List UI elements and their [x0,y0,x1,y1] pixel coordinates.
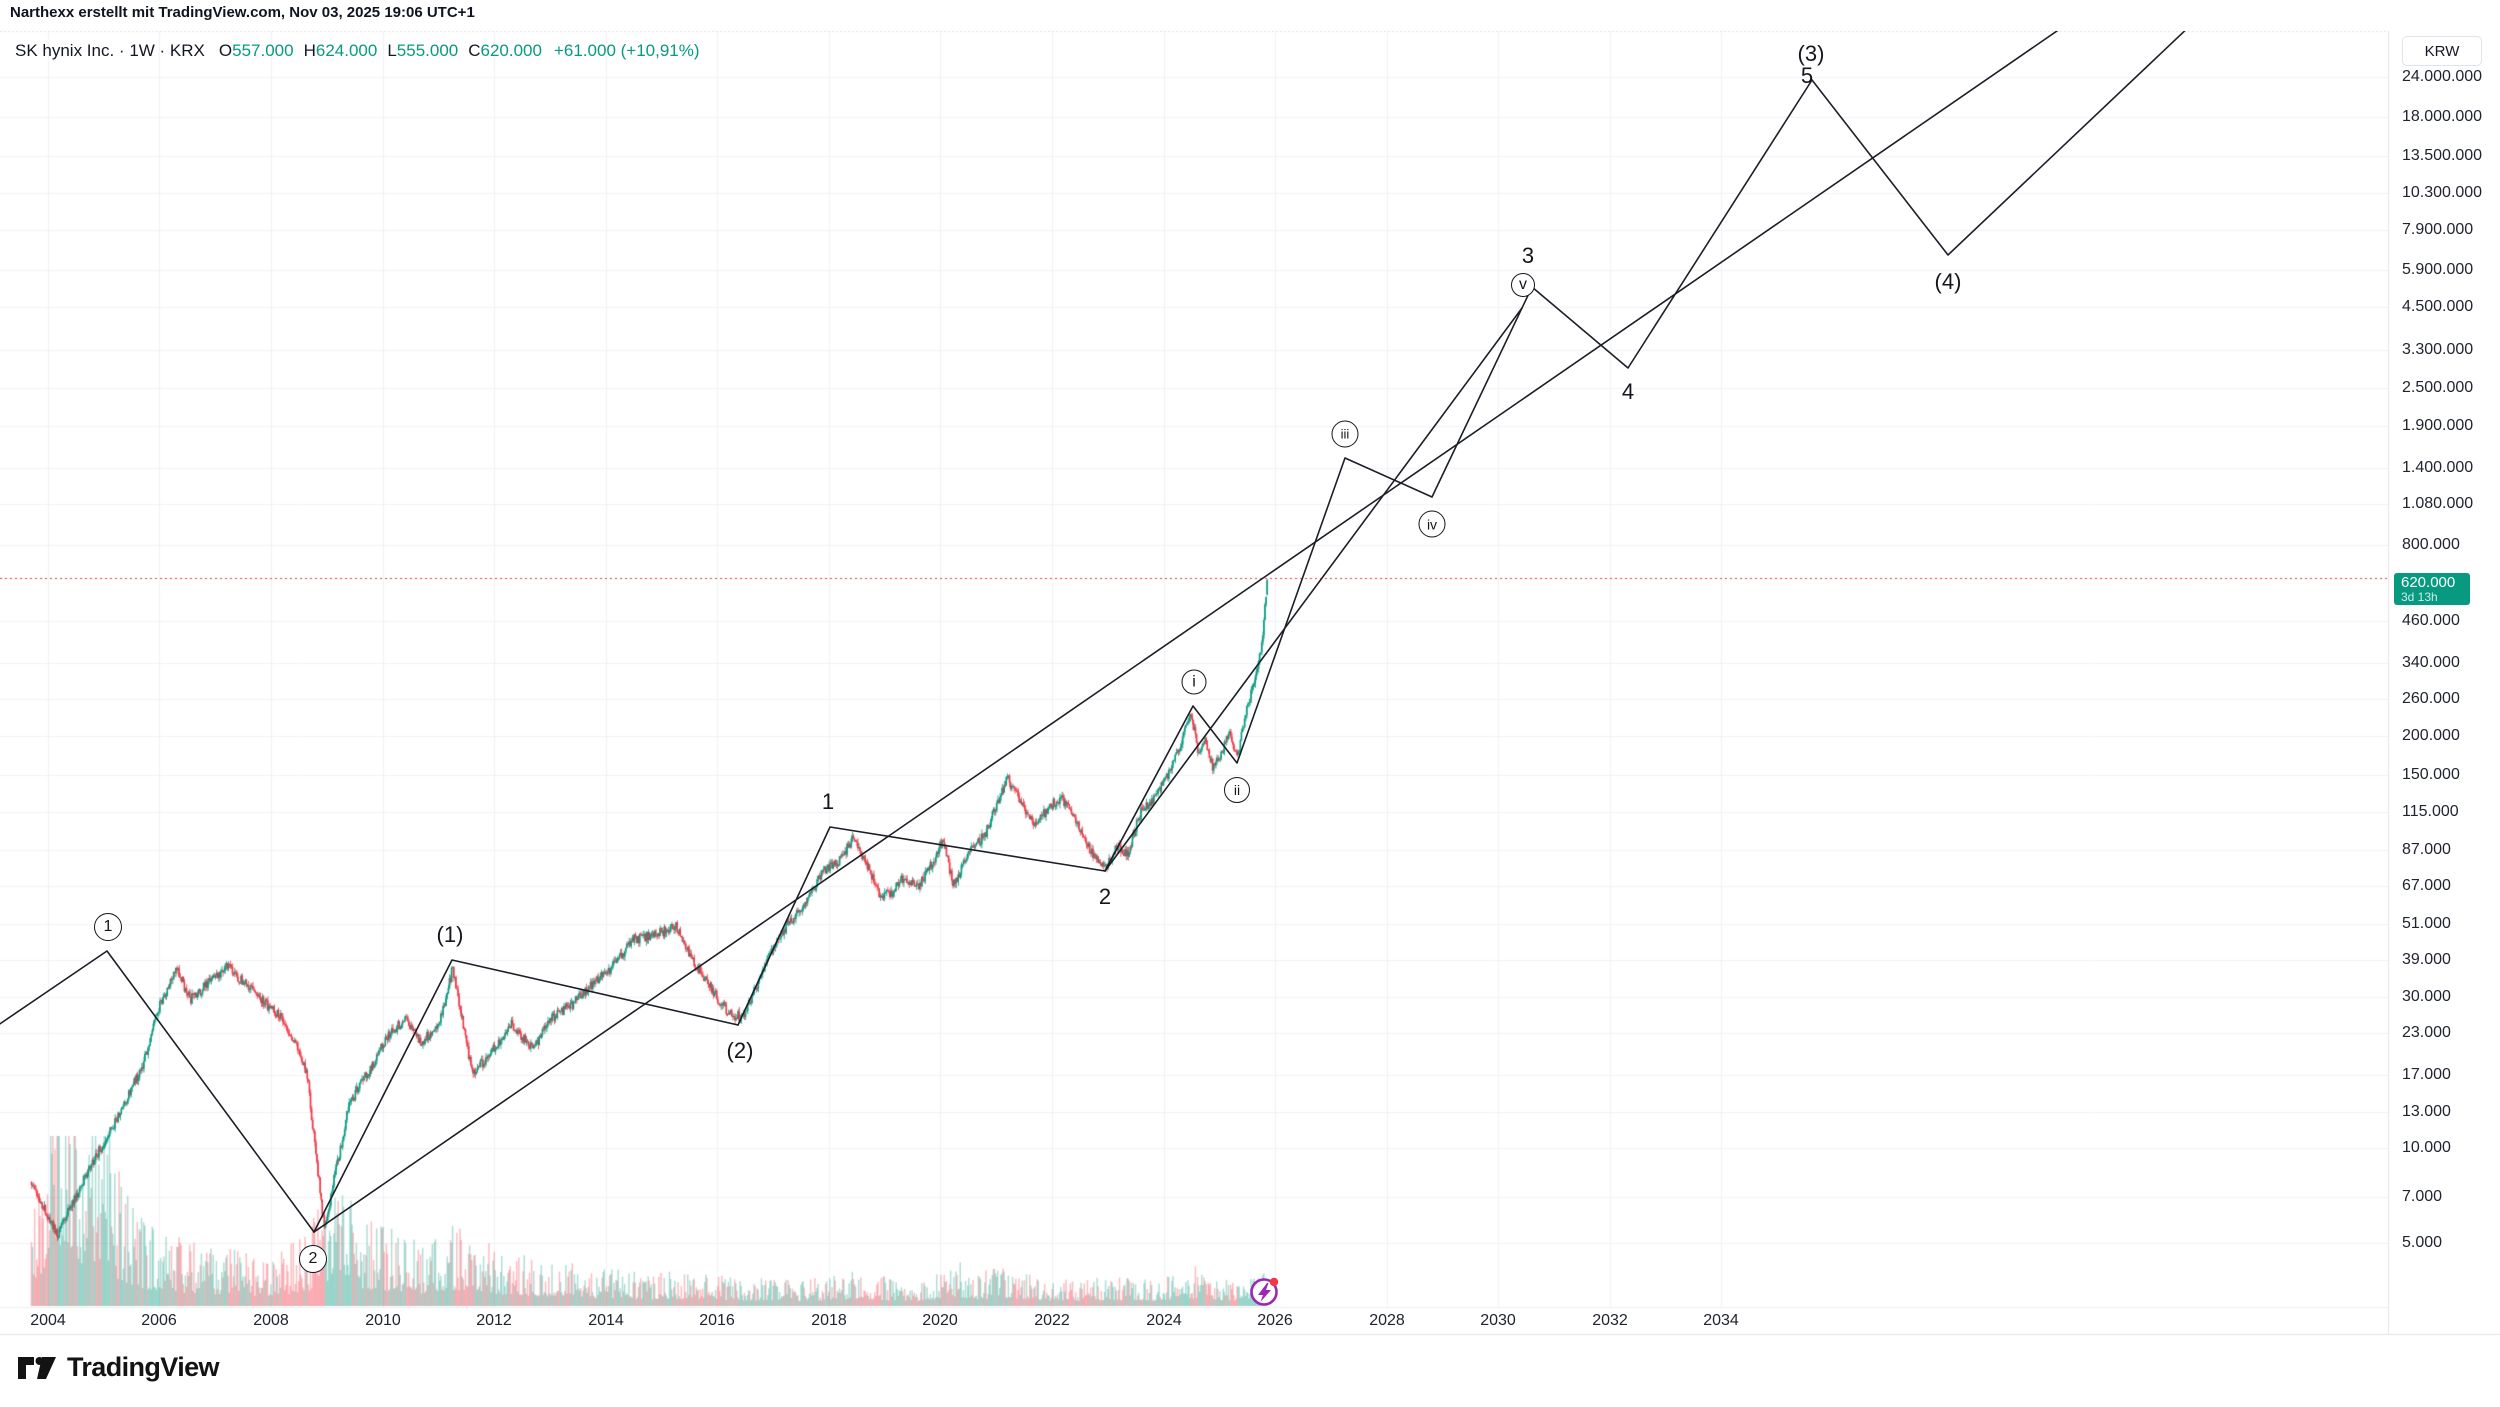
symbol-title[interactable]: SK hynix Inc. · 1W · KRX [15,41,205,60]
ohlc-l: L555.000 [387,41,459,60]
tradingview-mark-icon [18,1356,56,1379]
symbol-legend[interactable]: SK hynix Inc. · 1W · KRX O557.000 H624.000… [15,41,700,61]
change-value: +61.000 (+10,91%) [553,41,700,60]
lightning-bolt-glyph [1258,1283,1271,1302]
trendline-2022-to-wave-v[interactable] [1104,307,1523,872]
minor-wave-i-v[interactable] [1104,286,1533,872]
intermediate-wave-3-4-5[interactable] [1531,79,1813,369]
primary-wave-3-4-next[interactable] [1811,5,2212,256]
tradingview-logo[interactable]: TradingView [16,1352,220,1383]
ohlc-values: O557.000 H624.000 L555.000 C620.000 [219,41,552,60]
trendline-from-2009-low[interactable] [313,22,2070,1233]
cycle-wave-1-2[interactable] [0,950,315,1233]
lightning-circle-icon[interactable] [1246,1272,1284,1310]
ohlc-h: H624.000 [303,41,378,60]
ohlc-c: C620.000 [468,41,542,60]
alert-dot [1269,1277,1279,1287]
ohlc-o: O557.000 [218,41,294,60]
attribution-note: Narthexx erstellt mit TradingView.com, N… [10,4,475,21]
tradingview-wordmark: TradingView [67,1352,220,1382]
primary-wave-1-2[interactable] [313,959,739,1233]
intermediate-wave-1-2[interactable] [737,826,1106,1026]
